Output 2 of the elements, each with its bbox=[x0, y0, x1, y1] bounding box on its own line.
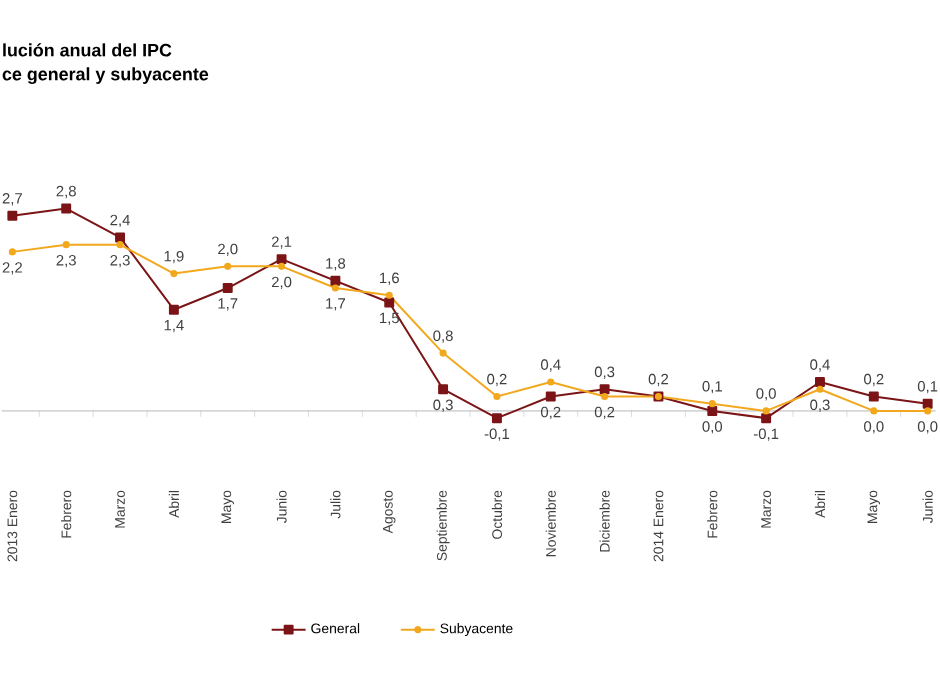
chart-title: lución anual del IPC bbox=[3, 43, 172, 57]
chart-subtitle: ce general y subyacente bbox=[2, 67, 209, 85]
